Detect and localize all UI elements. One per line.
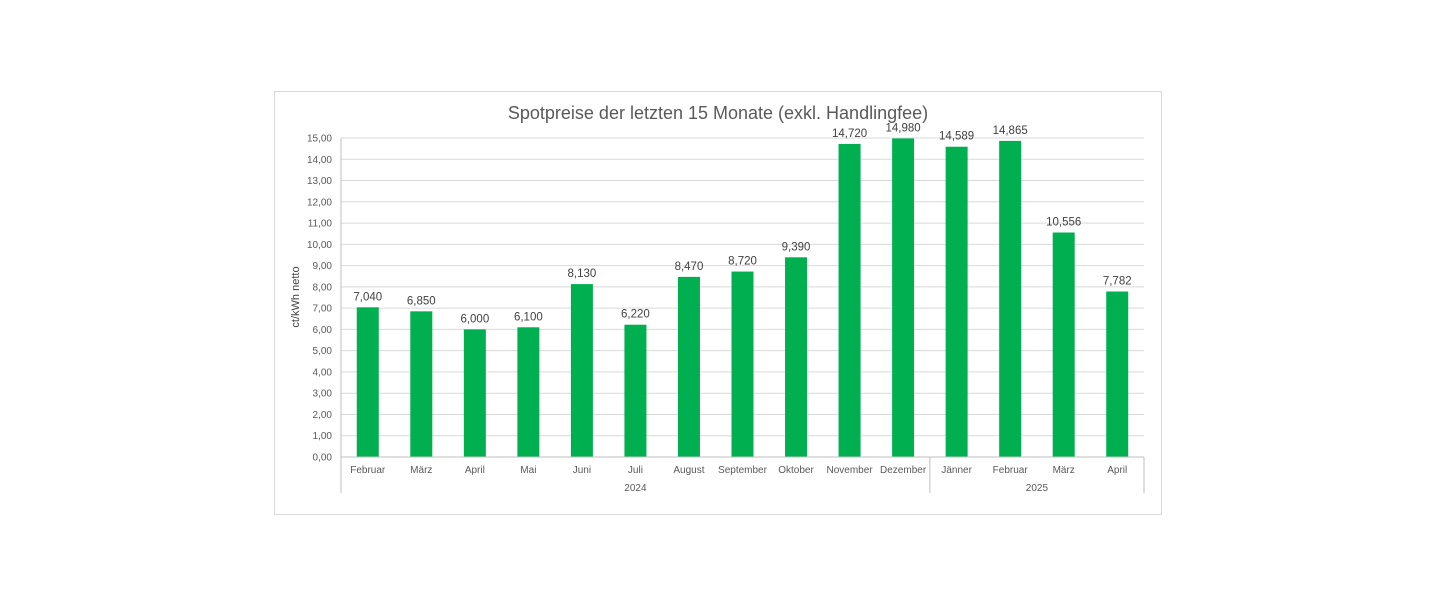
x-tick-label: Februar <box>993 465 1029 476</box>
y-tick-label: 15,00 <box>307 134 332 145</box>
x-tick-label: April <box>1107 465 1127 476</box>
y-tick-label: 10,00 <box>307 240 332 251</box>
bar <box>945 146 968 457</box>
bar <box>624 324 647 457</box>
data-label: 14,865 <box>993 125 1028 137</box>
x-tick-label: Februar <box>350 465 386 476</box>
data-label: 8,130 <box>568 268 597 280</box>
data-label: 6,850 <box>407 295 436 307</box>
x-tick-label: Jänner <box>941 465 972 476</box>
data-label: 6,000 <box>460 313 489 325</box>
data-label: 7,782 <box>1103 276 1132 288</box>
bar <box>517 327 540 457</box>
x-tick-label: Juli <box>628 465 643 476</box>
data-label: 8,720 <box>728 256 757 268</box>
x-tick-label: Mai <box>520 465 536 476</box>
y-tick-label: 1,00 <box>313 431 333 442</box>
x-tick-label: November <box>826 465 873 476</box>
x-tick-label: März <box>410 465 432 476</box>
y-tick-label: 9,00 <box>313 261 333 272</box>
data-label: 10,556 <box>1046 217 1081 229</box>
x-tick-label: April <box>465 465 485 476</box>
bar <box>1106 291 1129 457</box>
x-tick-label: September <box>718 465 768 476</box>
bar <box>731 271 754 457</box>
x-group-label: 2025 <box>1026 483 1049 494</box>
bar <box>999 140 1022 457</box>
data-labels: 7,040 6,850 6,000 6,100 8,130 6,220 8,470 8,720… <box>353 122 1131 325</box>
y-tick-label: 13,00 <box>307 176 332 187</box>
data-label: 9,390 <box>782 241 811 253</box>
bar <box>463 329 486 457</box>
bar <box>785 257 808 457</box>
data-label: 6,100 <box>514 311 543 323</box>
y-tick-label: 7,00 <box>313 304 333 315</box>
y-tick-label: 2,00 <box>313 410 333 421</box>
x-group-label: 2024 <box>624 483 647 494</box>
x-tick-label: Oktober <box>778 465 814 476</box>
x-group-labels: 2024 2025 <box>624 483 1048 494</box>
bar <box>1052 232 1075 457</box>
bar <box>570 284 593 457</box>
x-tick-label: Dezember <box>880 465 927 476</box>
y-tick-label: 11,00 <box>308 219 333 230</box>
data-label: 8,470 <box>675 261 704 273</box>
x-tick-labels: Februar März April Mai Juni Juli August Septemb… <box>350 465 1127 476</box>
data-label: 7,040 <box>353 291 382 303</box>
y-tick-label: 14,00 <box>307 155 332 166</box>
y-tick-label: 5,00 <box>313 346 333 357</box>
data-label: 14,980 <box>886 122 921 134</box>
bar <box>410 311 433 457</box>
data-label: 14,589 <box>939 131 974 143</box>
bar <box>838 143 861 458</box>
y-tick-label: 6,00 <box>313 325 333 336</box>
bars <box>356 138 1129 458</box>
y-tick-label: 0,00 <box>313 453 333 464</box>
y-tick-label: 4,00 <box>313 367 333 378</box>
data-label: 6,220 <box>621 309 650 321</box>
data-label: 14,720 <box>832 128 867 140</box>
x-tick-label: Juni <box>573 465 591 476</box>
chart-title: Spotpreise der letzten 15 Monate (exkl. … <box>508 103 928 123</box>
y-axis-label: ct/kWh netto <box>290 266 302 327</box>
x-tick-label: März <box>1053 465 1075 476</box>
y-tick-labels: 0,00 1,00 2,00 3,00 4,00 5,00 6,00 7,00 8,00 9,00… <box>307 134 332 464</box>
bar <box>892 138 915 457</box>
bar <box>677 276 700 457</box>
y-tick-label: 12,00 <box>307 197 332 208</box>
x-axis <box>340 138 1145 493</box>
y-tick-label: 8,00 <box>313 282 333 293</box>
bar <box>356 307 379 457</box>
y-tick-label: 3,00 <box>313 389 333 400</box>
x-tick-label: August <box>673 465 704 476</box>
